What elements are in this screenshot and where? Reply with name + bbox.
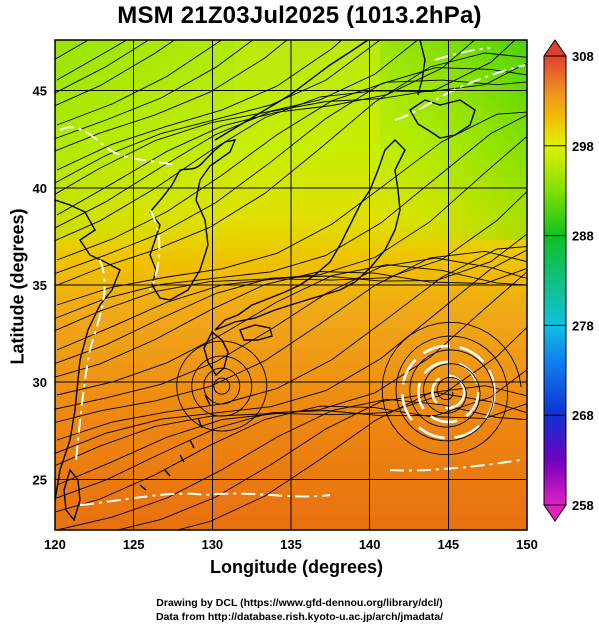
y-tick-label-40: 40: [33, 181, 47, 196]
korea-coast: [149, 139, 237, 301]
streamline: [56, 264, 527, 396]
northeast-cool-zone: [380, 40, 527, 240]
colorbar-label-288: 288: [572, 229, 594, 244]
secondary-vortex: [176, 340, 268, 432]
streamline: [56, 79, 527, 261]
streamline: [175, 385, 527, 530]
colorbar-body: [543, 55, 567, 506]
x-tick-labels: 120 125 130 135 140 145 150: [44, 537, 538, 552]
x-tick-label-130: 130: [201, 537, 223, 552]
vortex-spiral: [381, 321, 522, 456]
y-tick-label-45: 45: [33, 84, 47, 99]
kyushu-coast: [203, 330, 229, 377]
y-tick-label-35: 35: [33, 278, 47, 293]
sakhalin-coast: [417, 40, 426, 96]
credit-drawing: Drawing by DCL (https://www.gfd-dennou.o…: [156, 597, 443, 609]
secondary-vortex-ring: [203, 367, 241, 405]
y-tick-labels: 25 30 35 40 45: [33, 84, 47, 488]
contour-north: [434, 47, 491, 61]
streamline: [56, 398, 527, 530]
streamlines: [55, 40, 527, 530]
plot-frame: [54, 39, 528, 531]
land-outlines: [55, 40, 476, 522]
streamline: [56, 111, 527, 306]
streamline: [56, 246, 527, 441]
streamline: [55, 40, 150, 94]
x-tick-label-150: 150: [516, 537, 538, 552]
x-axis-label-text: Longitude (degrees): [209, 557, 383, 577]
streamline: [55, 40, 254, 140]
russia-coast: [214, 40, 369, 141]
x-tick-label-145: 145: [437, 537, 459, 552]
streamline: [55, 40, 381, 184]
contour-northeast: [394, 64, 526, 121]
streamline: [56, 190, 527, 351]
streamline: [55, 40, 419, 195]
secondary-vortex-ring: [191, 355, 253, 417]
temperature-contours: [59, 47, 526, 506]
streamline: [55, 52, 527, 287]
streamline: [56, 40, 476, 216]
x-tick-label-140: 140: [359, 537, 381, 552]
colorbar: 308 298 288 278 268 258: [543, 39, 594, 522]
streamline: [55, 369, 527, 500]
streamline: [55, 40, 288, 152]
colorbar-label-298: 298: [572, 139, 594, 154]
streamline: [55, 135, 527, 332]
colorbar-ticks: 308 298 288 278 268 258: [544, 49, 594, 513]
streamline: [55, 40, 176, 107]
contour-yellow-sea: [149, 209, 161, 291]
streamline: [55, 62, 527, 242]
contour-southeast: [389, 459, 521, 472]
map-title: MSM 21Z03Jul2025 (1013.2hPa): [117, 2, 482, 29]
streamline: [55, 271, 527, 467]
taiwan-coast: [63, 468, 81, 522]
x-tick-label-135: 135: [280, 537, 302, 552]
y-tick-label-25: 25: [33, 472, 47, 487]
streamline: [55, 40, 516, 229]
streamline: [55, 250, 527, 423]
secondary-vortex-ring: [213, 377, 231, 395]
streamline: [55, 114, 527, 319]
hokkaido-coast: [409, 99, 476, 139]
streamline: [55, 233, 527, 365]
contour-west-coast: [75, 259, 106, 461]
streamline: [56, 326, 527, 486]
plot-field: [55, 40, 527, 530]
streamline: [115, 392, 527, 530]
x-axis-label: Longitude (degrees): [0, 557, 599, 578]
x-tick-label-120: 120: [44, 537, 66, 552]
honshu-coast: [214, 139, 406, 331]
colorbar-label-268: 268: [572, 408, 594, 423]
colorbar-min-arrow: [543, 504, 567, 522]
x-tick-label-125: 125: [123, 537, 145, 552]
credit-data-source: Data from http://database.rish.kyoto-u.a…: [155, 611, 444, 623]
ryukyu-islands: [139, 394, 211, 491]
grid-lines: [55, 40, 527, 530]
streamline: [56, 40, 223, 126]
secondary-vortex-ring: [176, 340, 268, 432]
colorbar-label-308: 308: [572, 49, 594, 64]
colorbar-label-258: 258: [572, 498, 594, 513]
colorbar-max-arrow: [543, 39, 567, 57]
streamline: [55, 249, 527, 454]
streamline: [56, 40, 343, 171]
china-coast: [55, 199, 121, 501]
colorbar-label-278: 278: [572, 318, 594, 333]
y-tick-label-30: 30: [33, 375, 47, 390]
streamline: [55, 403, 527, 513]
contour-northwest: [59, 126, 176, 166]
shikoku-coast: [239, 324, 273, 341]
